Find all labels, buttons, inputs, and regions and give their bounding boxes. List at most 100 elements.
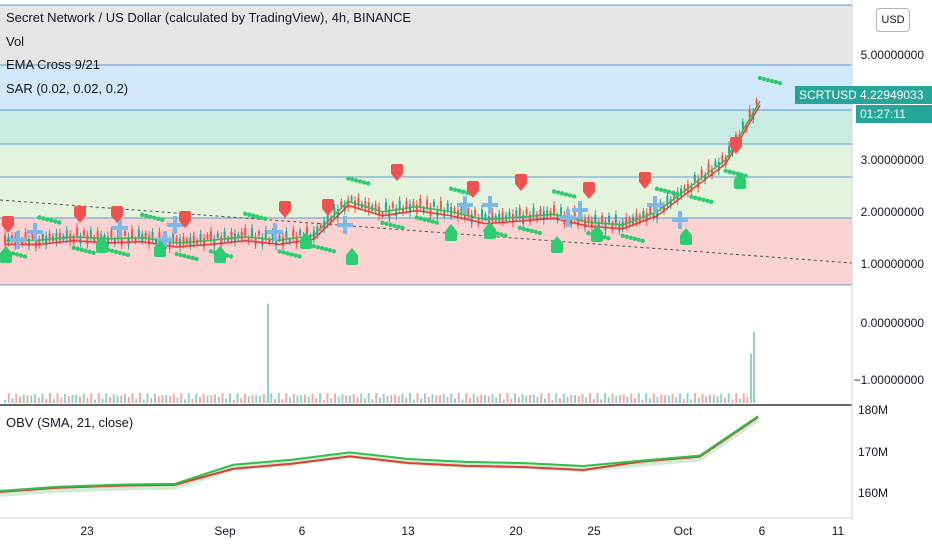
candle-body (693, 174, 696, 182)
candle-body (326, 214, 329, 224)
candle-body (110, 230, 113, 238)
volume-bar (169, 396, 171, 403)
candle-body (79, 236, 82, 244)
candle-body (244, 228, 247, 236)
sell-signal (516, 185, 526, 191)
candle-body (199, 233, 202, 243)
sar-dot (14, 252, 20, 257)
buy-signal (346, 254, 358, 265)
sar-dot (495, 231, 500, 236)
volume-bar (79, 396, 81, 403)
candle-body (367, 202, 370, 212)
volume-bar (277, 393, 280, 403)
sar-dot (178, 252, 183, 258)
volume-bar (337, 396, 340, 403)
candle-body (487, 216, 490, 225)
volume-bar (139, 393, 141, 403)
candle-body (220, 236, 223, 246)
trend-line (0, 199, 853, 264)
sell-signal (2, 216, 14, 227)
cross-marker (10, 238, 26, 242)
volume-bar (15, 393, 18, 403)
volume-bar (202, 394, 205, 403)
candle-body (391, 203, 394, 208)
volume-bar (326, 393, 329, 403)
sar-dot (769, 78, 775, 84)
sar-dot (315, 245, 321, 250)
legend-obv[interactable]: OBV (SMA, 21, close) (6, 415, 134, 430)
candle-body (601, 215, 604, 223)
candle-body (573, 209, 576, 219)
sar-dot (521, 226, 526, 232)
candle-body (408, 203, 411, 213)
volume-bar (75, 394, 78, 403)
volume-bar (214, 394, 216, 403)
candle-body (594, 214, 597, 224)
candle-body (268, 239, 271, 244)
sell-signal (640, 183, 650, 189)
candle-body (364, 200, 367, 209)
candle-body (76, 227, 79, 237)
sar-dot (251, 213, 256, 218)
candle-body (484, 213, 487, 219)
legend-ema[interactable]: EMA Cross 9/21 (6, 57, 100, 72)
volume-bar (262, 393, 265, 403)
buy-signal (97, 236, 107, 242)
volume-bar (11, 398, 14, 403)
cross-marker (482, 203, 498, 207)
candle-body (271, 232, 274, 240)
volume-bar (686, 393, 689, 403)
candle-body (254, 236, 257, 245)
buy-signal (552, 236, 562, 242)
candle-body (144, 232, 147, 239)
volume-bar (514, 393, 516, 403)
volume-bar (682, 398, 685, 403)
candle-body (618, 223, 621, 232)
buy-signal (735, 172, 745, 178)
candle-body (316, 226, 319, 235)
volume-bar (716, 396, 719, 403)
sell-signal (74, 206, 86, 217)
legend-vol[interactable]: Vol (6, 34, 25, 49)
sar-dot (144, 213, 149, 218)
volume-bar (517, 397, 520, 403)
sar-dot (392, 223, 397, 228)
candle-body (583, 218, 586, 228)
obv-tick-180: 180M (857, 403, 888, 417)
candle-body (69, 234, 72, 243)
candle-body (264, 230, 267, 239)
candle-body (707, 163, 710, 173)
candle-body (240, 231, 243, 240)
volume-bar (41, 393, 44, 403)
volume-bar (34, 393, 36, 403)
y-tick-3: 3.00000000 (860, 153, 924, 167)
volume-bar (671, 394, 674, 403)
last-price-tag: 4.22949033 (856, 86, 932, 104)
x-tick-oct: Oct (673, 524, 693, 538)
candle-body (151, 231, 154, 240)
candle-body (717, 161, 720, 171)
volume-bar (180, 393, 183, 403)
cross-marker (27, 230, 43, 234)
candle-body (429, 207, 432, 217)
buy-signal (484, 228, 496, 239)
sar-dot (414, 215, 420, 220)
candle-body (673, 193, 676, 200)
volume-bar (300, 395, 303, 403)
currency-button[interactable]: USD (876, 8, 910, 32)
sar-dot (662, 188, 668, 193)
x-tick-25: 25 (587, 524, 601, 538)
legend-sar[interactable]: SAR (0.02, 0.02, 0.2) (6, 81, 129, 96)
sar-dot (160, 217, 165, 222)
sar-dot (567, 193, 573, 198)
sar-dot (525, 227, 530, 233)
volume-bar (615, 395, 618, 403)
candle-body (350, 196, 353, 201)
volume-bar (221, 393, 224, 403)
obv-tick-170: 170M (857, 445, 888, 459)
volume-bar (142, 399, 145, 403)
candle-body (697, 179, 700, 189)
volume-bar (379, 397, 381, 403)
candle-body (625, 217, 628, 227)
